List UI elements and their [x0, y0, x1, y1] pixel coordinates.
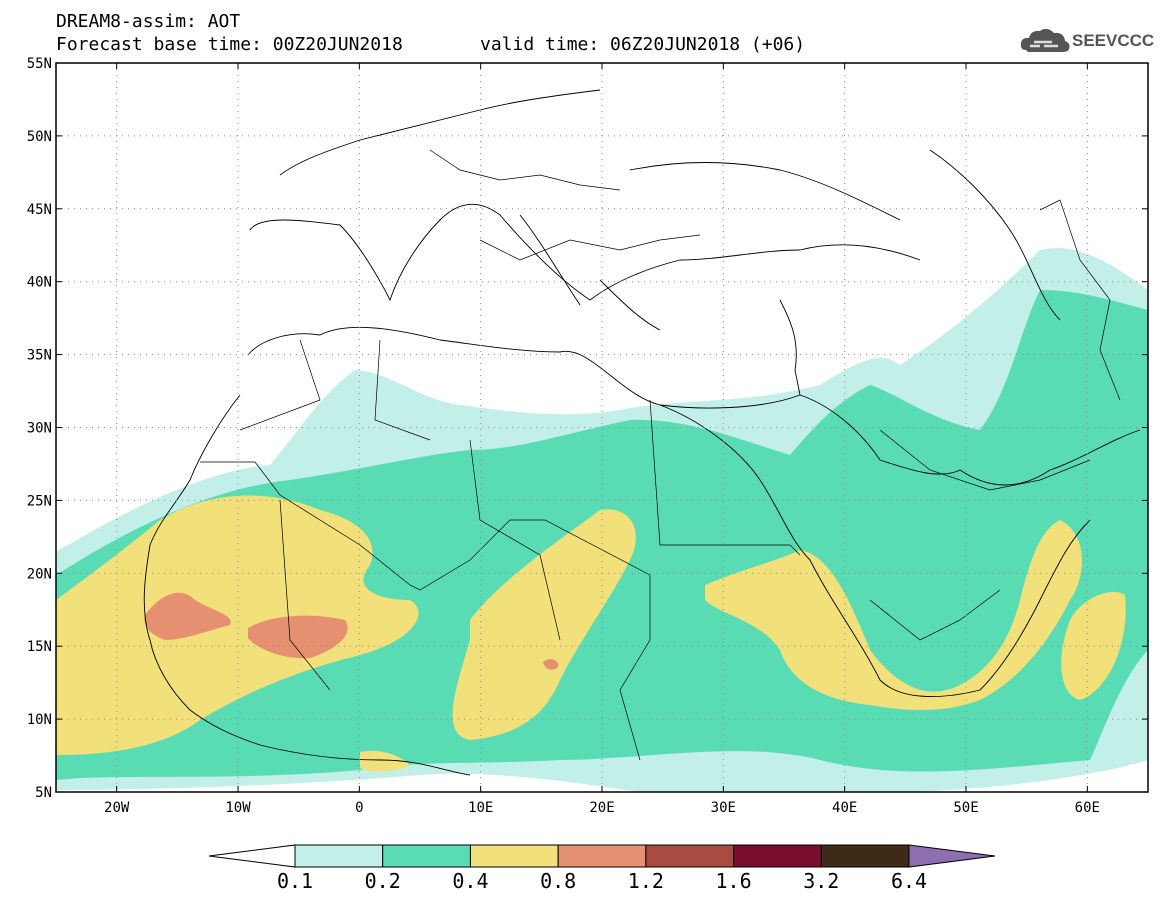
aot-contour-0.4-central — [452, 509, 636, 740]
colorbar: 0.1 0.2 0.4 0.8 1.2 1.6 3.2 6.4 — [208, 844, 996, 893]
colorbar-label: 6.4 — [891, 869, 927, 893]
graticule — [56, 63, 1148, 792]
colorbar-segment — [733, 844, 822, 868]
colorbar-label: 0.4 — [452, 869, 488, 893]
lon-label: 10E — [468, 800, 493, 816]
valid-time: valid time: 06Z20JUN2018 (+06) — [480, 34, 806, 55]
lat-label: 55N — [27, 56, 52, 72]
colorbar-label: 1.2 — [628, 869, 664, 893]
country-borders — [200, 149, 1121, 761]
lat-label: 45N — [27, 202, 52, 218]
latitude-labels: 55N 50N 45N 40N 35N 30N 25N 20N 15N 10N 5N — [27, 56, 52, 801]
lon-label: 20W — [104, 800, 130, 816]
colorbar-label: 0.2 — [365, 869, 401, 893]
lat-label: 50N — [27, 129, 52, 145]
colorbar-segment — [469, 844, 559, 868]
lat-label: 25N — [27, 493, 52, 509]
lon-label: 40E — [832, 800, 857, 816]
logo-text: SEEVCCC — [1072, 31, 1155, 50]
lon-label: 10W — [225, 800, 251, 816]
colorbar-segment — [557, 844, 647, 868]
aot-contour-0.8-b — [248, 615, 348, 659]
aot-contour-0.4-east — [705, 520, 1082, 710]
lat-label: 10N — [27, 712, 52, 728]
lon-label: 20E — [589, 800, 614, 816]
forecast-base-time: Forecast base time: 00Z20JUN2018 — [56, 34, 403, 55]
colorbar-segment — [645, 844, 735, 868]
colorbar-low-extension — [208, 844, 296, 868]
colorbar-label: 1.6 — [716, 869, 752, 893]
lat-label: 15N — [27, 639, 52, 655]
map-title: DREAM8-assim: AOT — [56, 11, 241, 32]
lat-label: 5N — [35, 785, 52, 801]
lat-label: 30N — [27, 421, 52, 437]
axis-ticks — [56, 62, 1148, 793]
colorbar-label: 3.2 — [803, 869, 839, 893]
lat-label: 40N — [27, 275, 52, 291]
lon-label: 30E — [711, 800, 736, 816]
map-area — [56, 63, 1148, 792]
lon-label: 0 — [355, 800, 363, 816]
colorbar-segment — [294, 844, 384, 868]
colorbar-label: 0.1 — [277, 869, 313, 893]
aot-contour-0.8-a — [144, 592, 231, 640]
colorbar-segment — [820, 844, 910, 868]
colorbar-segment — [382, 844, 471, 868]
coastlines — [143, 89, 1141, 776]
cloud-icon — [1020, 28, 1070, 52]
lon-label: 60E — [1075, 800, 1100, 816]
aot-contour-0.4-arabia — [1061, 591, 1126, 700]
aot-contour-0.8-c — [543, 659, 559, 670]
aot-contour-0.4-guinea — [360, 750, 410, 772]
seevccc-logo: SEEVCCC — [1018, 22, 1158, 58]
lon-label: 50E — [953, 800, 978, 816]
longitude-labels: 20W 10W 0 10E 20E 30E 40E 50E 60E — [104, 800, 1100, 816]
colorbar-label: 0.8 — [540, 869, 576, 893]
lat-label: 35N — [27, 348, 52, 364]
colorbar-high-extension — [908, 844, 996, 868]
lat-label: 20N — [27, 566, 52, 582]
aot-contour-0.4-west — [56, 495, 419, 755]
